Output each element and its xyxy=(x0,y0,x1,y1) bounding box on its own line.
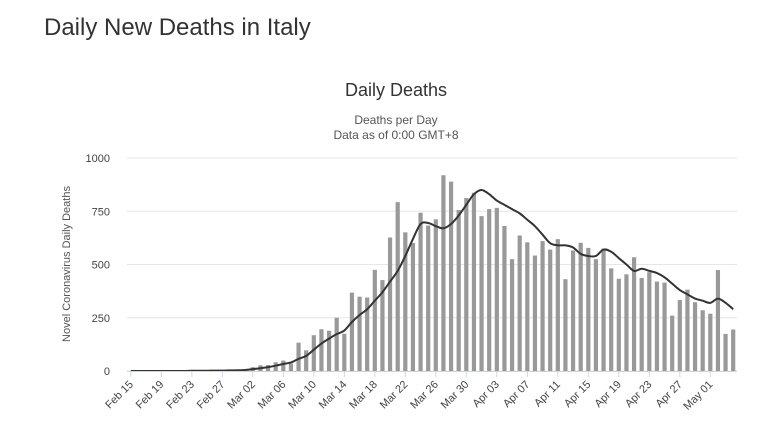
x-tick-label: Feb 27 xyxy=(195,379,228,412)
chart-subtitle-line-1: Deaths per Day xyxy=(354,113,437,127)
bar xyxy=(349,292,355,371)
bar xyxy=(601,248,606,371)
bar xyxy=(410,242,416,371)
x-tick-label: Mar 06 xyxy=(256,379,289,412)
chart-title: Daily Deaths xyxy=(345,80,447,100)
bar xyxy=(593,259,599,371)
bar xyxy=(380,280,385,371)
bar xyxy=(365,297,370,371)
x-tick-label: Feb 23 xyxy=(164,379,197,412)
bar xyxy=(357,296,362,371)
bar xyxy=(647,272,652,371)
bar xyxy=(342,333,347,371)
y-tick-label: 500 xyxy=(92,260,110,272)
grid-lines xyxy=(127,157,737,372)
y-tick-label: 750 xyxy=(92,206,110,218)
bar xyxy=(319,329,324,371)
bar xyxy=(479,216,484,371)
bar xyxy=(685,289,690,371)
bar xyxy=(311,335,316,371)
bar xyxy=(334,317,339,371)
bar xyxy=(540,241,545,371)
bar xyxy=(387,237,393,371)
bar xyxy=(494,207,499,371)
x-tick-label: May 01 xyxy=(681,379,715,413)
bar xyxy=(395,202,400,371)
bar xyxy=(654,281,660,371)
bar xyxy=(708,313,713,371)
bar xyxy=(418,212,423,371)
x-tick-label: Apr 19 xyxy=(593,379,624,410)
bar xyxy=(502,225,507,371)
x-tick-label: Mar 22 xyxy=(378,379,411,412)
bar xyxy=(555,239,560,371)
bar xyxy=(548,249,553,371)
bar xyxy=(563,279,568,371)
bar xyxy=(326,330,332,371)
bar xyxy=(723,333,728,371)
page-heading: Daily New Deaths in Italy xyxy=(44,14,311,41)
bar xyxy=(509,259,515,371)
y-axis-label: Novel Coronavirus Daily Deaths xyxy=(61,186,73,342)
bar xyxy=(304,350,309,371)
bar xyxy=(525,242,530,371)
bar xyxy=(403,232,408,371)
bar xyxy=(639,277,644,371)
x-tick-label: Mar 10 xyxy=(286,379,319,412)
bar xyxy=(631,257,637,371)
y-tick-label: 1000 xyxy=(86,153,110,165)
bar xyxy=(426,225,431,371)
bar xyxy=(288,363,294,371)
bar xyxy=(616,278,621,371)
x-tick-label: Mar 18 xyxy=(347,379,380,412)
bar xyxy=(532,255,538,371)
bar xyxy=(692,302,698,371)
x-tick-label: Apr 07 xyxy=(501,379,532,410)
bar xyxy=(570,250,576,371)
bar xyxy=(448,181,454,371)
y-tick-label: 0 xyxy=(104,366,110,378)
bar xyxy=(624,274,629,371)
x-tick-label: Apr 23 xyxy=(623,379,654,410)
bar xyxy=(662,282,667,371)
bar xyxy=(609,268,614,371)
bar xyxy=(433,219,438,371)
bar xyxy=(578,242,583,371)
bar xyxy=(487,209,492,371)
bar xyxy=(677,300,682,371)
bar xyxy=(670,315,675,371)
chart-subtitle-line-2: Data as of 0:00 GMT+8 xyxy=(333,128,458,142)
x-tick-label: Mar 02 xyxy=(225,379,258,412)
bar xyxy=(700,310,705,371)
bar xyxy=(456,209,461,371)
bars xyxy=(182,175,736,371)
bar xyxy=(715,270,721,371)
y-tick-label: 250 xyxy=(92,313,110,325)
bar xyxy=(471,192,477,371)
x-tick-label: Apr 03 xyxy=(471,379,502,410)
x-tick-label: Apr 15 xyxy=(562,379,593,410)
bar xyxy=(464,198,469,371)
x-tick-label: Mar 14 xyxy=(317,379,350,412)
bar xyxy=(441,175,446,371)
moving-average-path xyxy=(130,188,734,373)
bar xyxy=(281,360,286,371)
bar xyxy=(517,235,522,371)
x-tick-label: Mar 30 xyxy=(439,379,472,412)
bar xyxy=(372,269,377,371)
x-tick-label: Apr 27 xyxy=(654,379,685,410)
y-axis-ticks: 0 250 500 750 1000 xyxy=(86,153,110,378)
x-tick-label: Mar 26 xyxy=(408,379,441,412)
bar xyxy=(296,342,301,371)
x-tick-label: Feb 15 xyxy=(103,379,136,412)
bar xyxy=(731,329,736,371)
bar xyxy=(586,247,591,371)
x-tick-label: Apr 11 xyxy=(532,379,563,410)
moving-average-line xyxy=(130,188,734,373)
x-tick-label: Feb 19 xyxy=(134,379,167,412)
